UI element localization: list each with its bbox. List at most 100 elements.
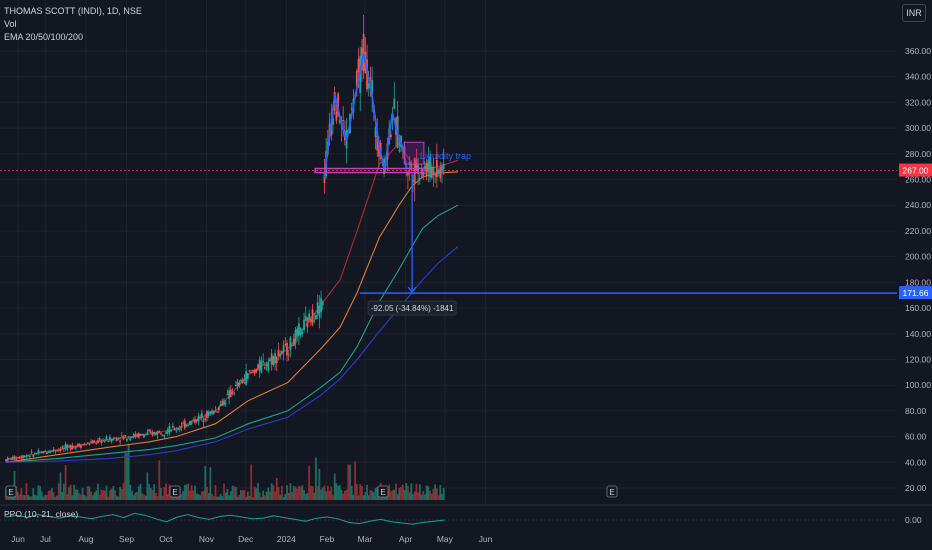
volume-bar	[154, 492, 157, 500]
volume-bar	[229, 491, 232, 500]
volume-bar	[98, 494, 101, 500]
candle-body	[301, 332, 304, 334]
candle-body	[20, 456, 23, 459]
candle-body	[45, 452, 48, 454]
volume-bar	[308, 465, 311, 500]
candle-body	[374, 126, 377, 137]
candle-body	[51, 450, 53, 452]
volume-bar	[400, 486, 402, 500]
volume-bar	[361, 485, 363, 500]
candle-body	[410, 164, 413, 170]
candle-body	[282, 345, 285, 353]
price-tick-label: 40.00	[905, 457, 927, 467]
volume-bar	[187, 483, 190, 500]
volume-bar	[347, 464, 350, 500]
candle-body	[185, 424, 188, 427]
volume-bar	[204, 465, 207, 500]
time-tick-label: Feb	[320, 534, 335, 544]
volume-bar	[207, 493, 210, 500]
volume-bar	[216, 496, 219, 500]
candle-body	[15, 458, 18, 460]
candle-body	[149, 431, 152, 433]
candle-body	[418, 177, 421, 179]
candle-body	[362, 33, 365, 71]
liquidity-trap-label: Liquidity trap	[420, 151, 471, 161]
volume-bar	[80, 494, 82, 500]
candle-body	[252, 370, 254, 372]
volume-bar	[349, 464, 351, 500]
candle-body	[437, 170, 440, 173]
currency-button[interactable]: INR	[902, 4, 926, 22]
candle-body	[412, 180, 414, 182]
time-tick-label: 2024	[277, 534, 296, 544]
volume-bar	[17, 491, 19, 500]
volume-bar	[427, 486, 430, 500]
volume-bar	[86, 486, 89, 500]
volume-bar	[429, 491, 431, 500]
volume-bar	[318, 468, 321, 500]
candle-body	[22, 455, 24, 459]
volume-bar	[199, 495, 202, 500]
candle-body	[389, 134, 392, 138]
price-tick-label: 240.00	[905, 200, 931, 210]
volume-bar	[192, 490, 195, 500]
candle-body	[231, 391, 234, 394]
candle-body	[214, 410, 217, 412]
volume-bar	[122, 483, 125, 500]
volume-bar	[326, 485, 329, 500]
volume-bar	[212, 496, 215, 500]
candle-body	[18, 457, 21, 459]
volume-bar	[23, 495, 26, 500]
candle-body	[108, 436, 111, 441]
last-price-label: 267.00	[903, 166, 929, 176]
volume-bar	[304, 494, 307, 500]
volume-bar	[340, 489, 343, 500]
volume-bar	[217, 496, 220, 500]
candle-body	[238, 382, 241, 386]
grid	[0, 0, 932, 506]
volume-bar	[332, 495, 334, 500]
candle-body	[274, 353, 276, 364]
candle-body	[258, 359, 261, 371]
candle-body	[190, 421, 193, 424]
volume-bar	[289, 483, 292, 500]
volume-bar	[378, 496, 380, 500]
candle-body	[165, 432, 167, 434]
price-tick-label: 220.00	[905, 226, 931, 236]
candle-body	[229, 389, 232, 398]
candle-body	[311, 309, 314, 325]
volume-bar	[22, 494, 24, 500]
price-tick-label: 280.00	[905, 149, 931, 159]
volume-bar	[95, 490, 98, 500]
volume-bar	[45, 494, 48, 500]
volume-bar	[313, 492, 316, 500]
price-axis: 20.00 40.00 60.00 80.00 100.00 120.00 140.00 16…	[905, 46, 931, 493]
earnings-event-marker: E	[169, 485, 181, 498]
volume-bar	[51, 488, 53, 500]
candle-body	[37, 450, 40, 454]
volume-bar	[367, 495, 370, 500]
volume-bar	[343, 490, 346, 500]
candle-body	[369, 77, 372, 80]
candle-body	[71, 445, 74, 450]
candle-body	[393, 98, 396, 109]
candle-body	[115, 438, 118, 442]
candle-body	[102, 440, 104, 442]
volume-bar	[430, 493, 433, 500]
candle-body	[415, 159, 418, 171]
candle-body	[156, 431, 159, 435]
volume-bar	[417, 492, 420, 500]
volume-bar	[296, 488, 299, 500]
volume-bar	[369, 489, 372, 500]
volume-bar	[253, 486, 256, 500]
candle-body	[195, 419, 198, 422]
volume-bar	[68, 487, 70, 500]
volume-bar	[143, 494, 145, 500]
candle-body	[119, 440, 122, 442]
candle-body	[23, 456, 26, 458]
time-tick-label: Oct	[159, 534, 173, 544]
volume-bar	[74, 489, 77, 500]
candle-body	[292, 338, 295, 346]
candle-body	[272, 356, 275, 365]
